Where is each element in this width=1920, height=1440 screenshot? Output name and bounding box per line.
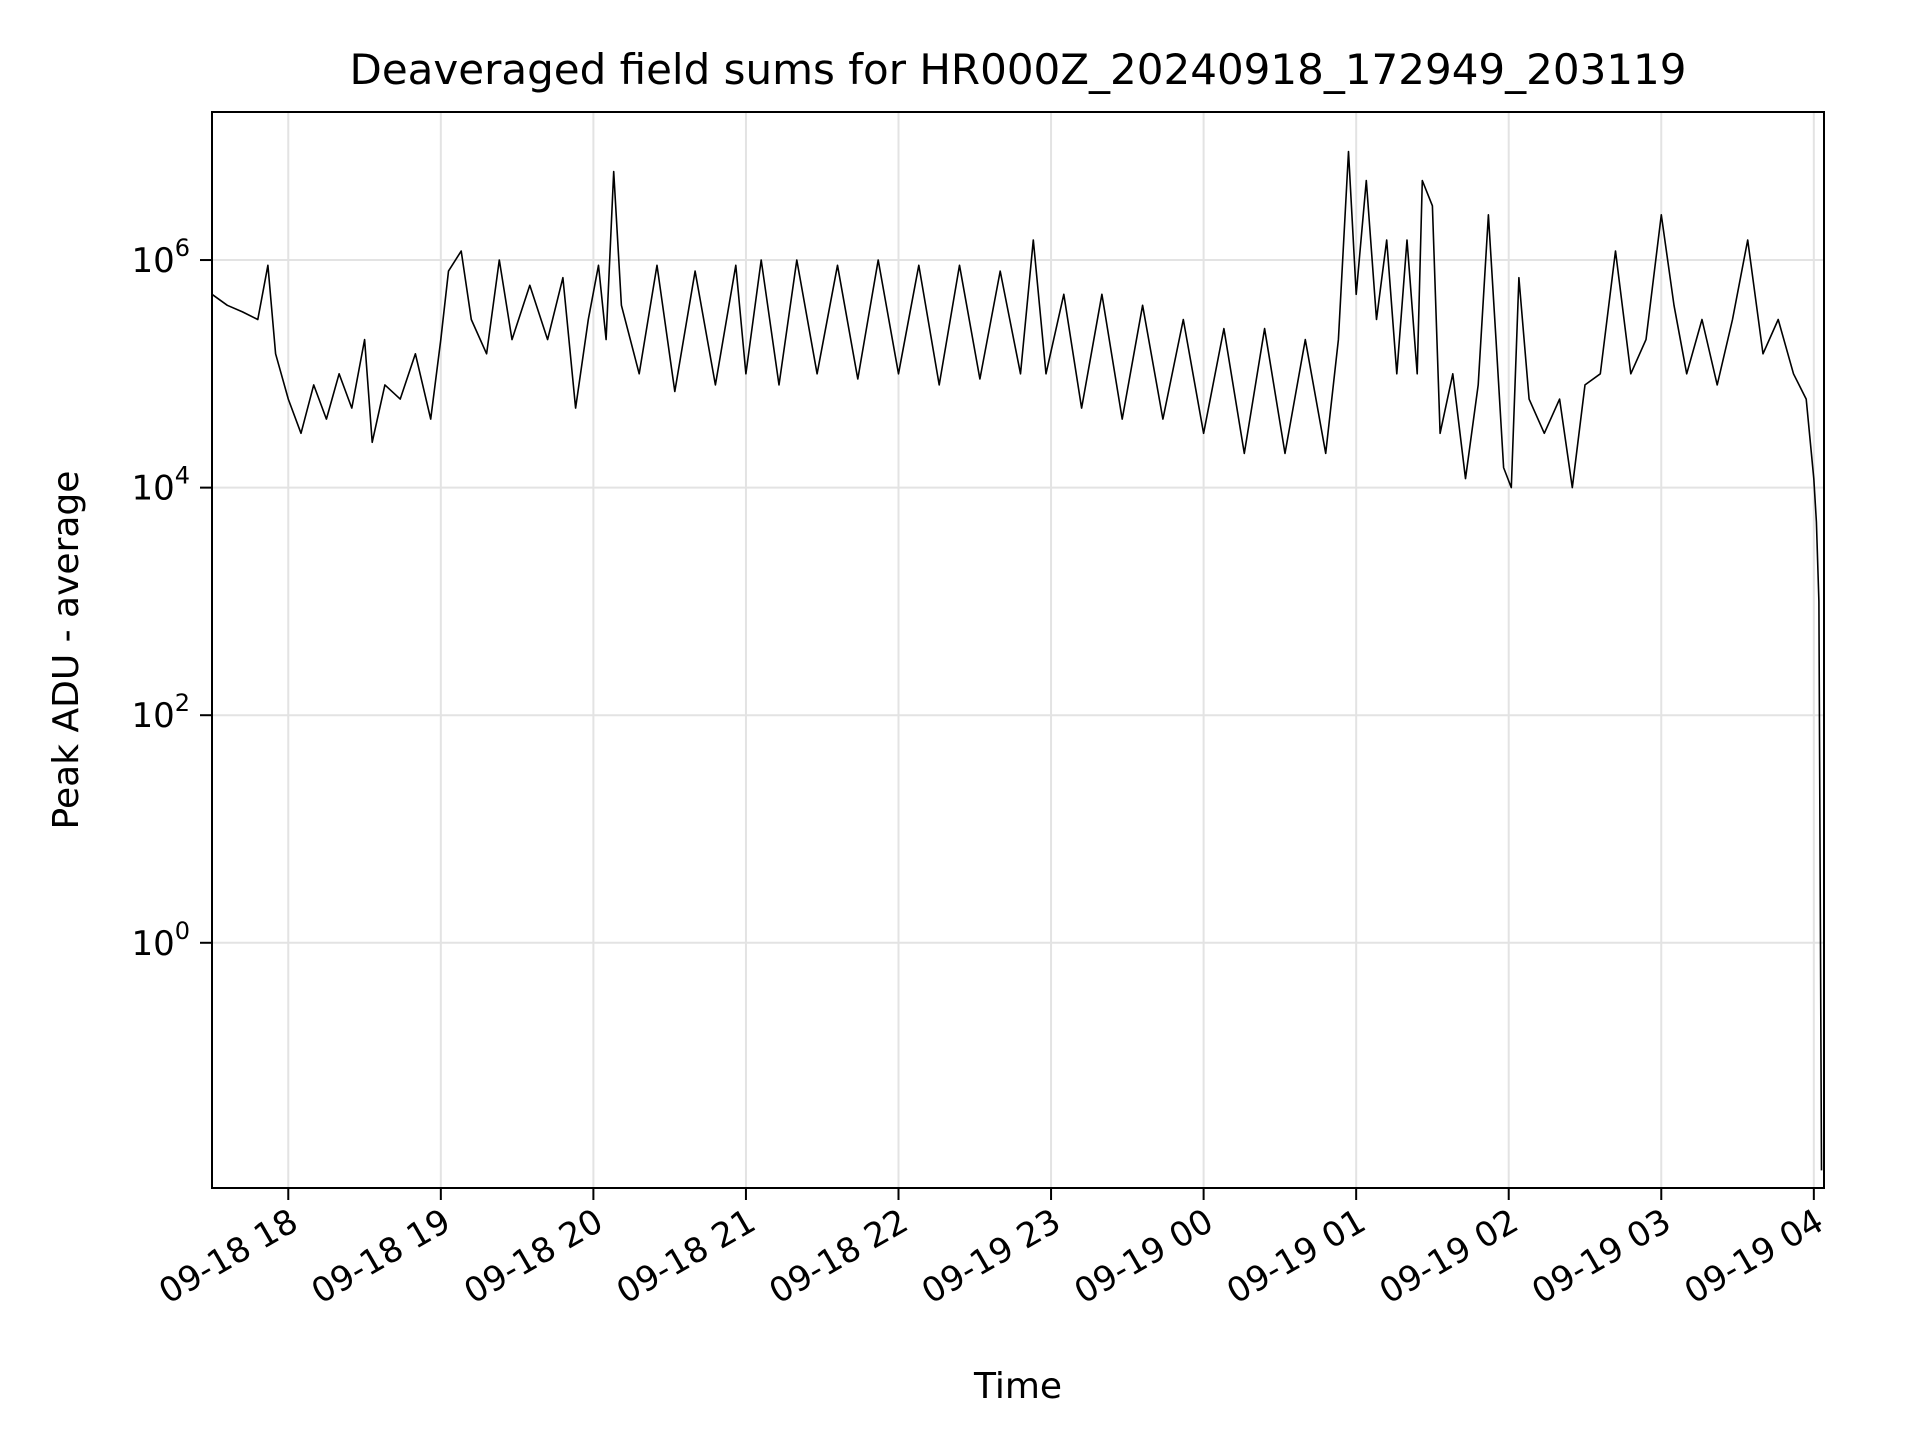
plot-frame <box>211 111 1825 1189</box>
y-tick-exponent: 6 <box>175 234 190 262</box>
y-tick-label: 100 <box>131 917 190 964</box>
chart-title: Deaveraged field sums for HR000Z_2024091… <box>350 45 1687 94</box>
series-line <box>211 150 1823 1171</box>
grid <box>212 112 1824 1188</box>
y-tick-label: 102 <box>131 689 190 736</box>
y-tick-base: 10 <box>131 469 174 509</box>
y-tick-base: 10 <box>131 924 174 964</box>
y-tick-exponent: 2 <box>175 689 190 717</box>
y-axis-label: Peak ADU - average <box>46 471 87 830</box>
y-tick-exponent: 4 <box>175 462 190 490</box>
y-tick-label: 106 <box>131 234 190 281</box>
y-tick-base: 10 <box>131 696 174 736</box>
y-tick-exponent: 0 <box>175 917 190 945</box>
series-layer <box>211 150 1823 1171</box>
x-axis-label: Time <box>973 1366 1062 1407</box>
y-tick-label: 104 <box>131 462 190 509</box>
y-tick-base: 10 <box>131 241 174 281</box>
